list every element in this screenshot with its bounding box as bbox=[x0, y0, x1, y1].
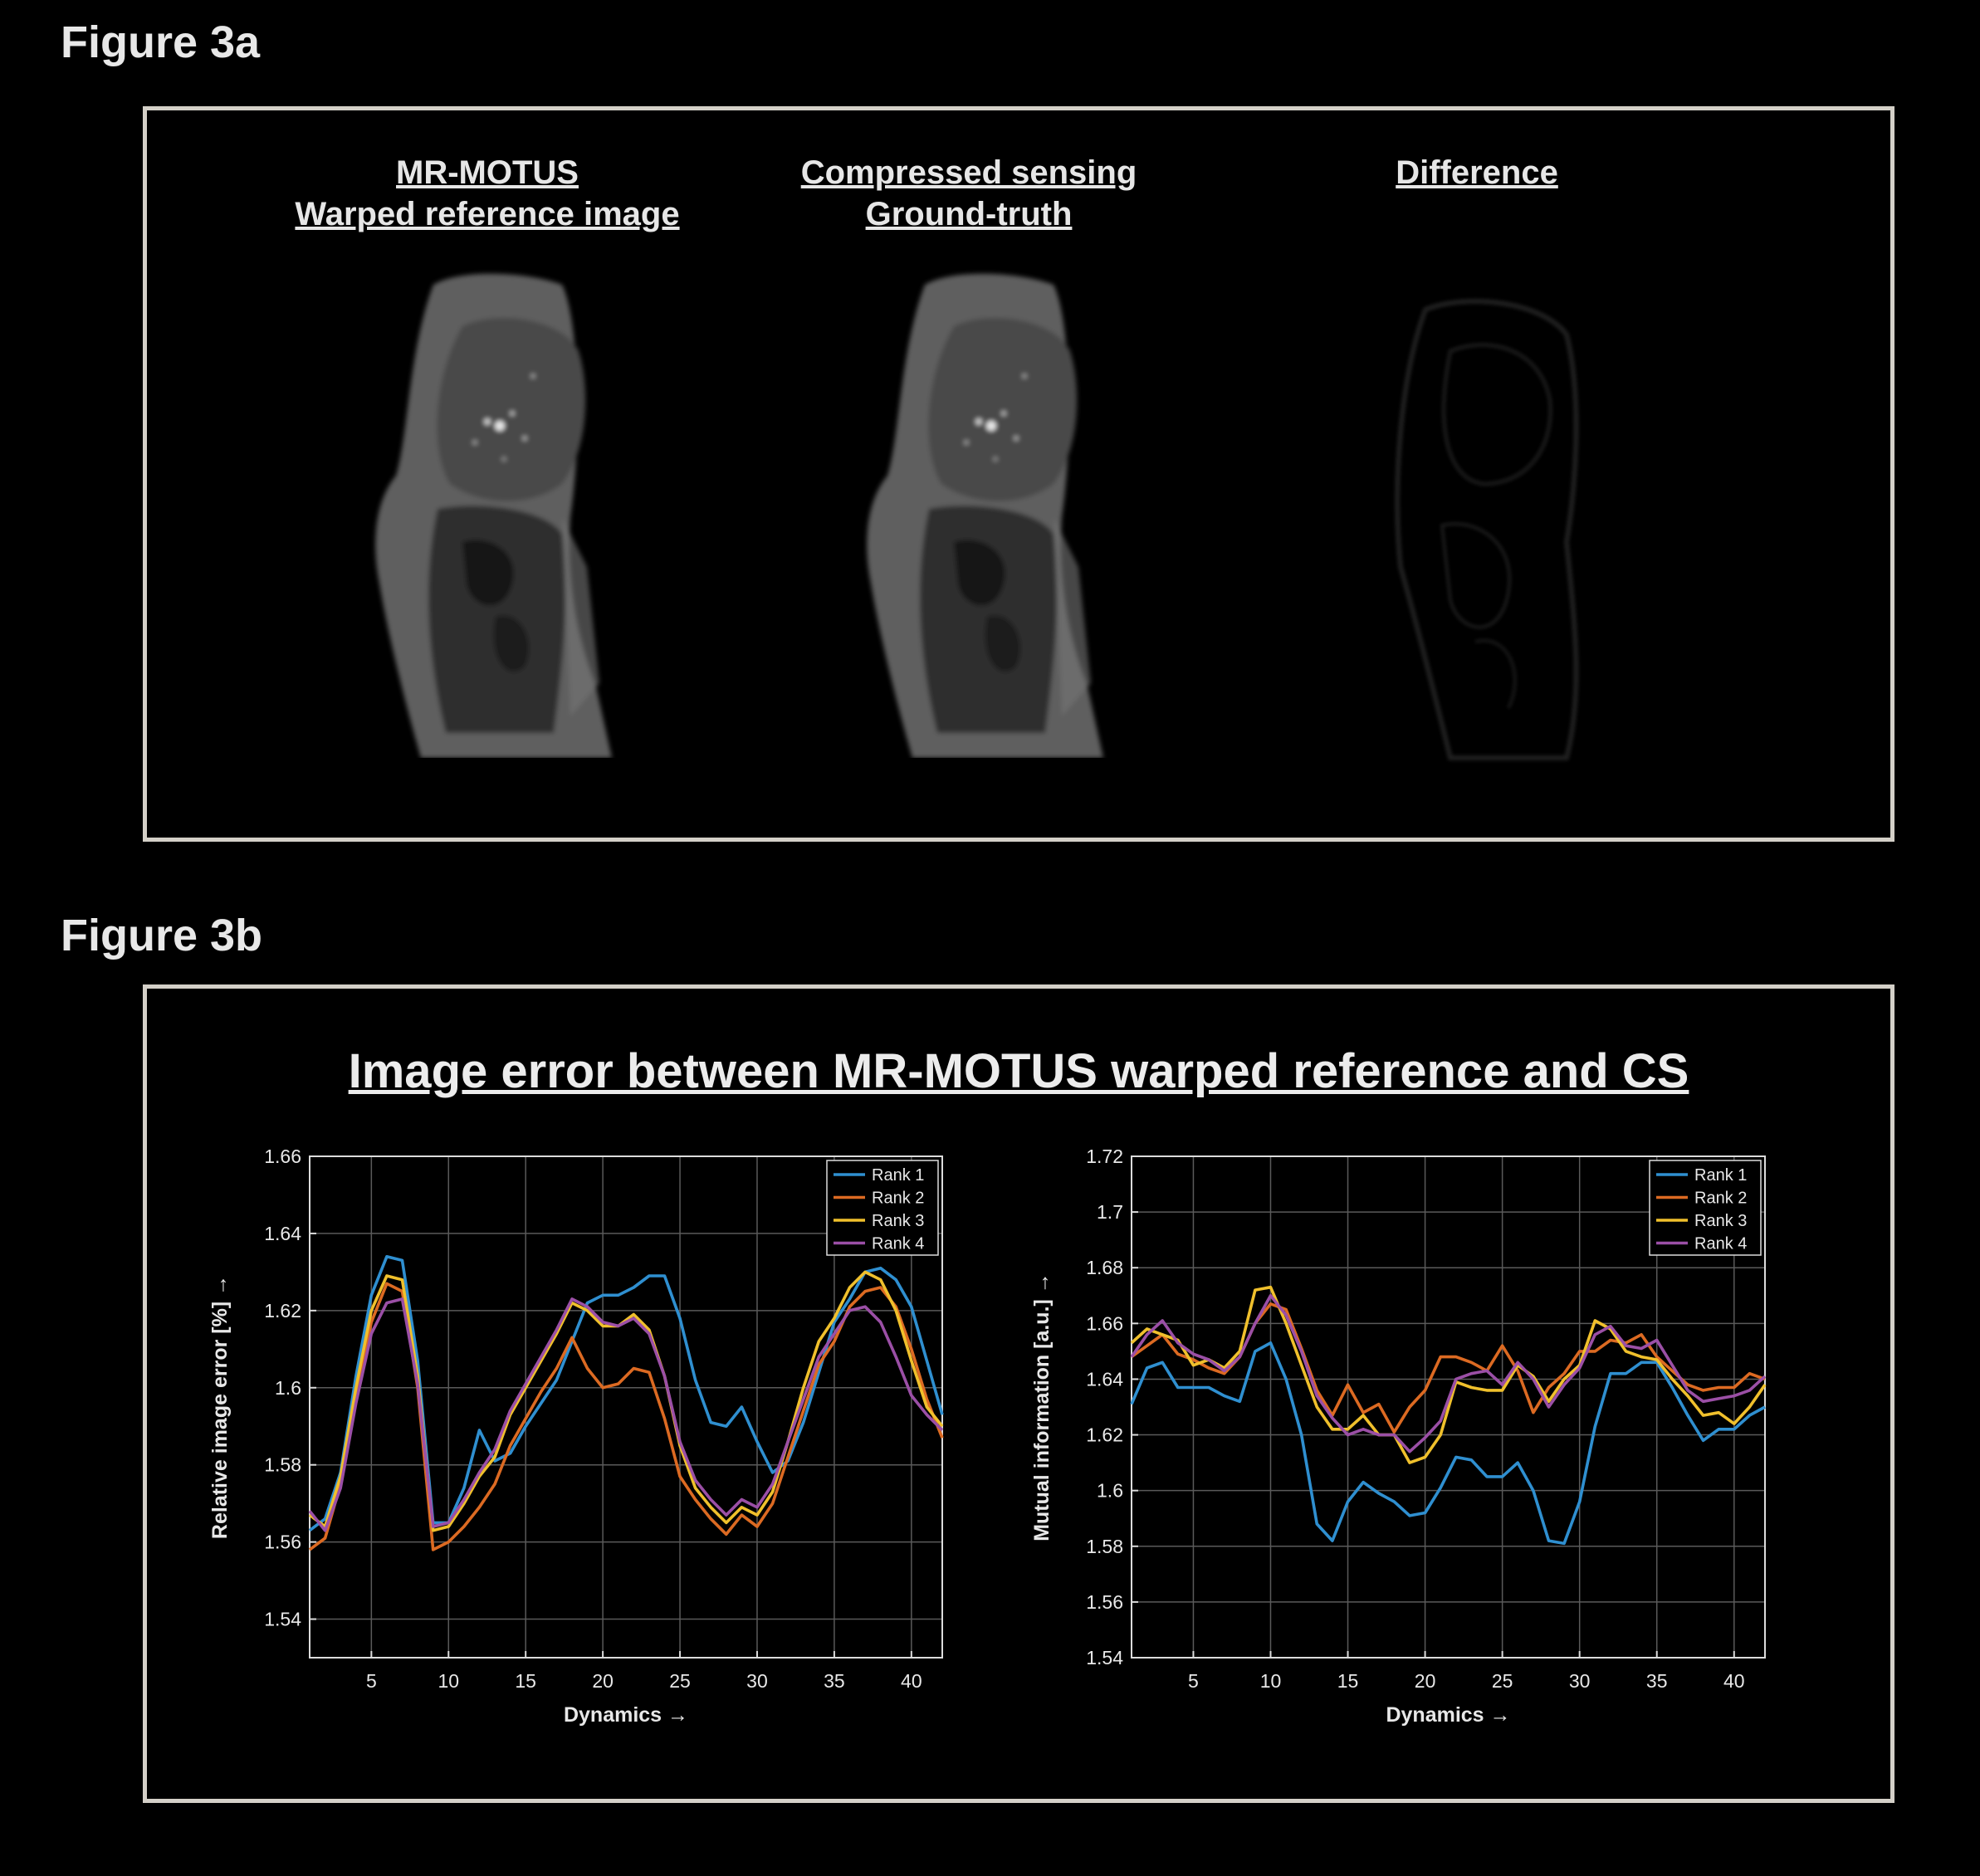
y-tick-label: 1.6 bbox=[1097, 1480, 1123, 1502]
panel-title-line: Ground-truth bbox=[865, 196, 1073, 232]
x-tick-label: 15 bbox=[1337, 1670, 1359, 1692]
series-line-rank-4 bbox=[308, 1297, 944, 1532]
y-tick-label: 1.54 bbox=[1086, 1647, 1123, 1668]
y-tick-label: 1.64 bbox=[264, 1223, 301, 1244]
relative-image-error-chart: 5 10 15 20 25 30 35 40 1.54 1.56 1.58 1.6 1.62 1.64 1.… bbox=[208, 1146, 944, 1727]
y-tick-label: 1.66 bbox=[264, 1146, 301, 1167]
legend-label: Rank 2 bbox=[872, 1190, 924, 1208]
y-tick-label: 1.58 bbox=[1086, 1536, 1123, 1557]
x-tick-label: 35 bbox=[1646, 1670, 1668, 1692]
chart-main-title: Image error between MR-MOTUS warped refe… bbox=[348, 1044, 1689, 1098]
y-tick-label: 1.64 bbox=[1086, 1368, 1123, 1390]
legend-label: Rank 3 bbox=[872, 1212, 924, 1230]
legend-label: Rank 1 bbox=[1694, 1166, 1747, 1185]
legend-label: Rank 4 bbox=[872, 1235, 924, 1253]
y-tick-label: 1.58 bbox=[264, 1454, 301, 1476]
mutual-information-chart: 5 10 15 20 25 30 35 40 1.54 1.56 1.58 1.6 1.62 1.64 1.… bbox=[1030, 1146, 1767, 1727]
y-tick-label: 1.72 bbox=[1086, 1146, 1123, 1167]
series-line-rank-1 bbox=[308, 1255, 944, 1532]
panel-title-compressed-sensing: Compressed sensing Ground-truth bbox=[761, 152, 1176, 235]
mr-motus-warped-image bbox=[375, 273, 612, 758]
y-tick-label: 1.6 bbox=[275, 1377, 301, 1399]
compressed-sensing-image bbox=[867, 273, 1103, 758]
x-tick-label: 35 bbox=[824, 1670, 845, 1692]
figure-3b-label: Figure 3b bbox=[61, 911, 263, 960]
x-tick-label: 40 bbox=[1723, 1670, 1745, 1692]
x-tick-label: 20 bbox=[1415, 1670, 1436, 1692]
x-axis-label: Dynamics → bbox=[564, 1703, 688, 1727]
y-tick-label: 1.68 bbox=[1086, 1257, 1123, 1278]
panel-title-difference: Difference bbox=[1278, 152, 1676, 193]
y-axis-label: Relative image error [%] → bbox=[208, 1275, 232, 1539]
x-tick-label: 10 bbox=[438, 1670, 459, 1692]
panel-title-line: Warped reference image bbox=[295, 196, 680, 232]
y-tick-label: 1.54 bbox=[264, 1609, 301, 1630]
y-tick-label: 1.66 bbox=[1086, 1312, 1123, 1334]
legend-box bbox=[826, 1160, 939, 1256]
legend-label: Rank 2 bbox=[1694, 1190, 1747, 1208]
figure-3a-panel: MR-MOTUS Warped reference image Compress… bbox=[143, 106, 1894, 842]
y-tick-label: 1.62 bbox=[264, 1300, 301, 1322]
x-tick-label: 25 bbox=[669, 1670, 691, 1692]
x-tick-label: 25 bbox=[1492, 1670, 1513, 1692]
difference-image bbox=[1395, 299, 1579, 760]
x-tick-label: 20 bbox=[592, 1670, 614, 1692]
figure-3b-panel: Image error between MR-MOTUS warped refe… bbox=[143, 984, 1894, 1803]
legend-box bbox=[1649, 1160, 1762, 1256]
series-line-rank-3 bbox=[1130, 1285, 1767, 1464]
x-tick-label: 15 bbox=[515, 1670, 536, 1692]
panel-title-line: Difference bbox=[1396, 154, 1558, 191]
panel-title-line: Compressed sensing bbox=[800, 154, 1137, 191]
panel-title-line: MR-MOTUS bbox=[396, 154, 579, 191]
series-line-rank-1 bbox=[1130, 1341, 1766, 1546]
y-tick-label: 1.7 bbox=[1097, 1201, 1123, 1223]
legend-label: Rank 3 bbox=[1694, 1212, 1747, 1230]
figure-3a-label: Figure 3a bbox=[61, 17, 261, 67]
y-tick-label: 1.56 bbox=[1086, 1591, 1123, 1613]
y-tick-label: 1.62 bbox=[1086, 1424, 1123, 1446]
x-tick-label: 10 bbox=[1260, 1670, 1282, 1692]
x-axis-label: Dynamics → bbox=[1386, 1703, 1510, 1727]
series-line-rank-3 bbox=[308, 1270, 944, 1532]
legend-label: Rank 1 bbox=[872, 1166, 924, 1185]
x-tick-label: 5 bbox=[366, 1670, 377, 1692]
x-tick-label: 5 bbox=[1188, 1670, 1199, 1692]
legend-label: Rank 4 bbox=[1694, 1235, 1747, 1253]
panel-title-mr-motus: MR-MOTUS Warped reference image bbox=[280, 152, 695, 235]
x-tick-label: 30 bbox=[746, 1670, 768, 1692]
x-tick-label: 30 bbox=[1569, 1670, 1591, 1692]
x-tick-label: 40 bbox=[901, 1670, 922, 1692]
y-axis-label: Mutual information [a.u.] → bbox=[1030, 1273, 1054, 1541]
y-tick-label: 1.56 bbox=[264, 1532, 301, 1553]
axes-box bbox=[309, 1155, 943, 1659]
series-line-rank-4 bbox=[1130, 1294, 1767, 1453]
